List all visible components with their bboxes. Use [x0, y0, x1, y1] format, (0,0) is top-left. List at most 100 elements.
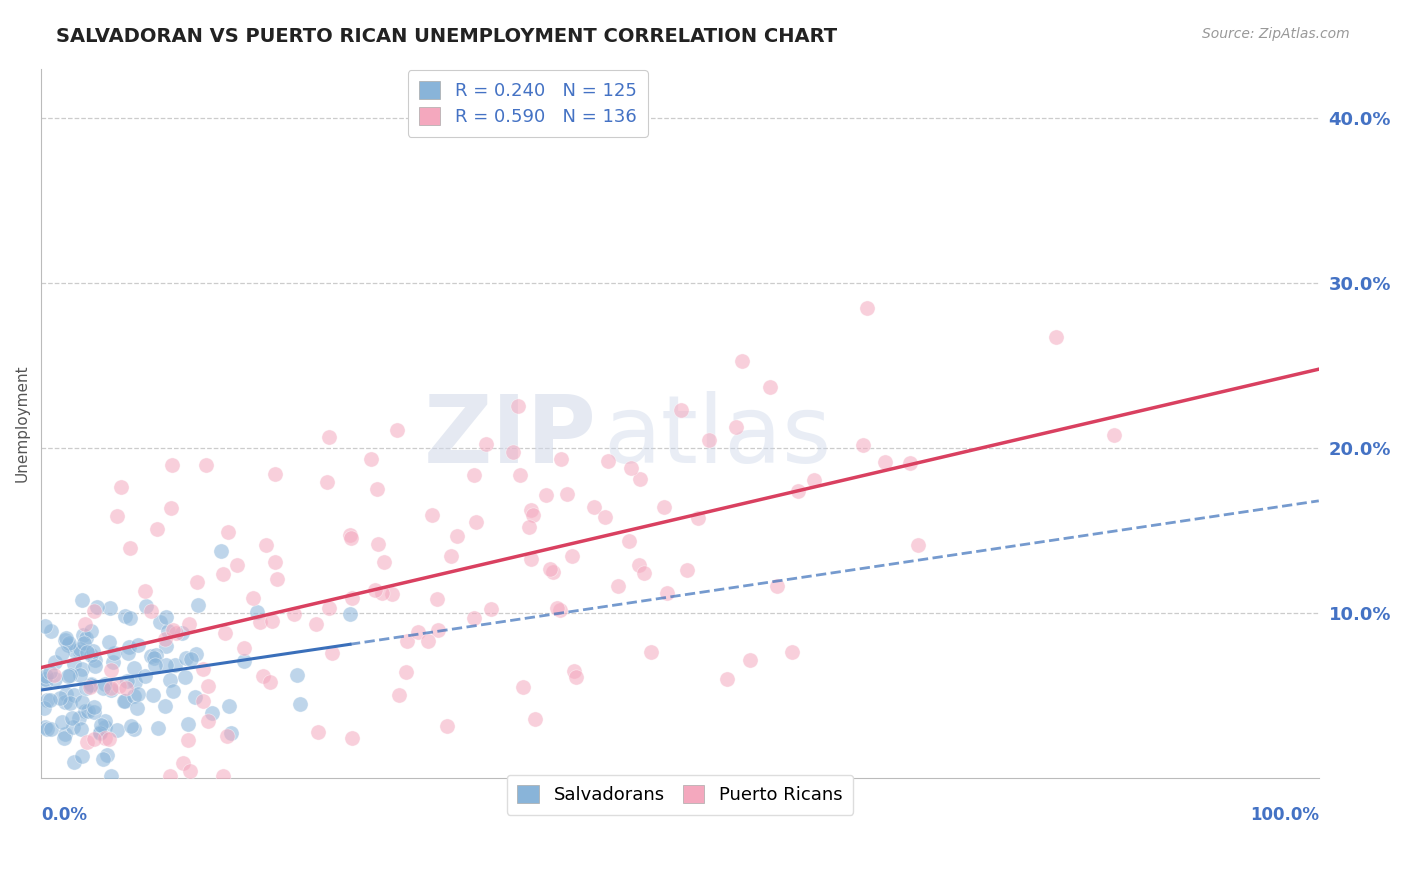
Point: [676, 563, 699, 577]
Point: [118, 640, 141, 654]
Point: [731, 353, 754, 368]
Point: [63, 657, 86, 672]
Point: [155, 640, 177, 654]
Point: [39, 723, 62, 737]
Point: [318, 430, 340, 444]
Point: [117, 673, 139, 688]
Point: [628, 472, 651, 486]
Point: [83, 699, 105, 714]
Point: [388, 688, 411, 702]
Point: [114, 681, 136, 695]
Point: [852, 437, 875, 451]
Point: [177, 617, 200, 632]
Point: [724, 419, 747, 434]
Point: [221, 726, 243, 740]
Point: [52, 731, 75, 746]
Point: [183, 690, 205, 704]
Point: [44, 656, 66, 670]
Point: [395, 665, 418, 680]
Point: [617, 533, 640, 548]
Point: [520, 552, 543, 566]
Point: [39, 665, 62, 679]
Point: [153, 632, 176, 647]
Point: [465, 515, 488, 529]
Point: [318, 600, 340, 615]
Point: [340, 591, 363, 605]
Point: [72, 628, 94, 642]
Point: [86, 600, 108, 615]
Point: [51, 714, 73, 729]
Point: [699, 434, 721, 448]
Point: [69, 641, 91, 656]
Point: [1102, 427, 1125, 442]
Point: [83, 653, 105, 667]
Point: [522, 508, 544, 523]
Point: [100, 663, 122, 677]
Point: [67, 711, 90, 725]
Point: [62, 721, 84, 735]
Point: [548, 603, 571, 617]
Point: [79, 624, 101, 639]
Point: [620, 460, 643, 475]
Point: [340, 731, 363, 745]
Point: [93, 731, 115, 745]
Point: [149, 615, 172, 629]
Point: [463, 468, 485, 483]
Point: [146, 522, 169, 536]
Point: [127, 700, 149, 714]
Point: [565, 670, 588, 684]
Point: [51, 646, 73, 660]
Point: [523, 712, 546, 726]
Point: [427, 623, 450, 637]
Point: [143, 658, 166, 673]
Point: [155, 699, 177, 714]
Point: [246, 605, 269, 619]
Point: [538, 562, 561, 576]
Point: [266, 572, 288, 586]
Point: [191, 694, 214, 708]
Point: [186, 647, 208, 661]
Point: [83, 604, 105, 618]
Point: [260, 614, 283, 628]
Point: [35, 669, 58, 683]
Point: [58, 636, 80, 650]
Text: 100.0%: 100.0%: [1250, 806, 1319, 824]
Point: [766, 579, 789, 593]
Point: [242, 591, 264, 606]
Point: [60, 710, 83, 724]
Point: [555, 487, 578, 501]
Point: [209, 544, 232, 558]
Point: [502, 444, 524, 458]
Point: [44, 668, 66, 682]
Point: [44, 672, 66, 686]
Point: [124, 674, 146, 689]
Point: [214, 625, 236, 640]
Point: [96, 748, 118, 763]
Point: [70, 749, 93, 764]
Point: [509, 468, 531, 483]
Point: [628, 558, 651, 572]
Point: [446, 529, 468, 543]
Point: [76, 645, 98, 659]
Point: [79, 680, 101, 694]
Point: [288, 697, 311, 711]
Point: [89, 725, 111, 739]
Point: [364, 582, 387, 597]
Point: [155, 609, 177, 624]
Point: [688, 510, 710, 524]
Point: [508, 399, 530, 413]
Point: [174, 670, 197, 684]
Point: [187, 598, 209, 612]
Point: [73, 636, 96, 650]
Point: [34, 672, 56, 686]
Point: [561, 549, 583, 563]
Point: [780, 644, 803, 658]
Point: [165, 625, 187, 640]
Point: [100, 681, 122, 695]
Point: [75, 631, 97, 645]
Point: [122, 689, 145, 703]
Point: [218, 698, 240, 713]
Point: [142, 688, 165, 702]
Point: [716, 672, 738, 686]
Point: [38, 693, 60, 707]
